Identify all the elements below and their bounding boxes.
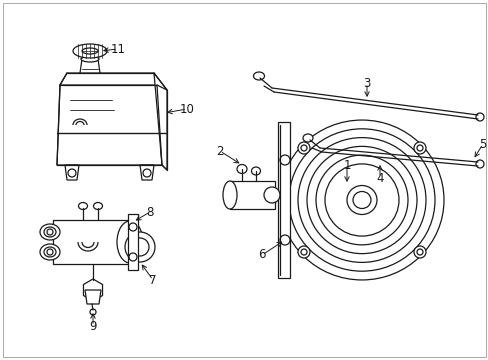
Ellipse shape <box>40 244 60 260</box>
Text: 1: 1 <box>343 158 350 171</box>
Ellipse shape <box>79 202 87 210</box>
Polygon shape <box>53 220 130 264</box>
Ellipse shape <box>73 44 107 58</box>
Circle shape <box>129 223 137 231</box>
Circle shape <box>413 246 425 258</box>
Ellipse shape <box>81 56 99 62</box>
Circle shape <box>129 253 137 261</box>
Ellipse shape <box>223 181 237 209</box>
Polygon shape <box>154 73 167 170</box>
Ellipse shape <box>264 187 280 203</box>
Text: 3: 3 <box>363 77 370 90</box>
Polygon shape <box>80 59 100 73</box>
Circle shape <box>413 142 425 154</box>
Ellipse shape <box>475 113 483 121</box>
Polygon shape <box>85 290 101 304</box>
Polygon shape <box>229 181 274 209</box>
Ellipse shape <box>251 167 260 175</box>
Polygon shape <box>278 122 289 278</box>
Circle shape <box>47 249 53 255</box>
Ellipse shape <box>82 48 98 54</box>
Text: 9: 9 <box>89 320 97 333</box>
Text: 10: 10 <box>179 103 194 116</box>
Circle shape <box>297 246 309 258</box>
Ellipse shape <box>237 165 246 174</box>
Ellipse shape <box>475 160 483 168</box>
Polygon shape <box>83 279 102 301</box>
Circle shape <box>280 235 289 245</box>
Polygon shape <box>140 165 154 180</box>
Text: 7: 7 <box>149 274 157 287</box>
Ellipse shape <box>125 232 155 262</box>
Polygon shape <box>60 73 157 85</box>
Ellipse shape <box>117 221 142 263</box>
Ellipse shape <box>346 185 376 215</box>
Ellipse shape <box>280 120 443 280</box>
Polygon shape <box>57 85 162 165</box>
Polygon shape <box>128 214 138 270</box>
Ellipse shape <box>40 224 60 240</box>
Circle shape <box>280 155 289 165</box>
Text: 11: 11 <box>110 42 125 55</box>
Text: 8: 8 <box>146 206 153 219</box>
Circle shape <box>68 169 76 177</box>
Ellipse shape <box>253 72 264 80</box>
Text: 2: 2 <box>216 144 224 158</box>
Circle shape <box>47 229 53 235</box>
Text: 6: 6 <box>258 248 265 261</box>
Ellipse shape <box>93 202 102 210</box>
Polygon shape <box>65 165 79 180</box>
Circle shape <box>297 142 309 154</box>
Ellipse shape <box>303 134 312 142</box>
Text: 4: 4 <box>375 171 383 185</box>
Circle shape <box>142 169 151 177</box>
Circle shape <box>90 309 96 315</box>
Text: 5: 5 <box>478 138 486 150</box>
